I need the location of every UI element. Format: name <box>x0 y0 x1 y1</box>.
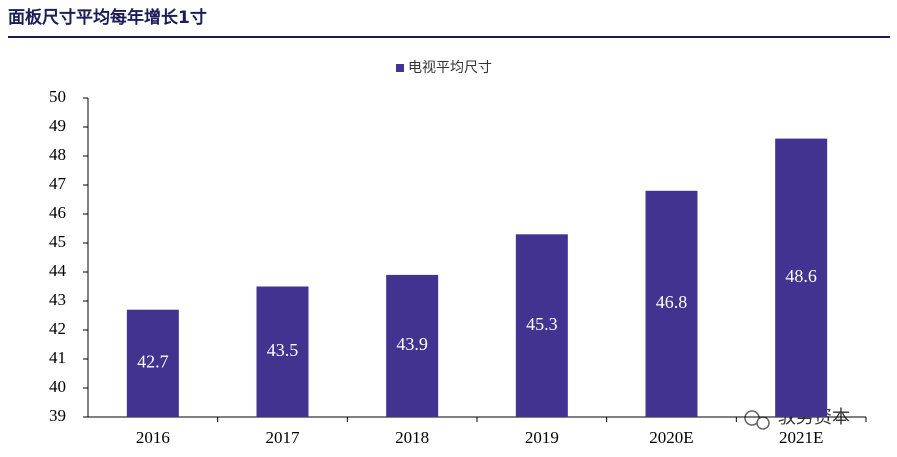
data-label: 46.8 <box>656 292 688 312</box>
y-tick-label: 40 <box>49 377 66 396</box>
y-tick-label: 48 <box>49 145 66 164</box>
y-tick-label: 46 <box>49 203 66 222</box>
y-tick-label: 43 <box>49 290 66 309</box>
y-tick-label: 42 <box>49 319 66 338</box>
y-tick-label: 45 <box>49 232 66 251</box>
x-tick-label: 2016 <box>136 428 170 447</box>
bar <box>256 286 309 417</box>
x-tick-label: 2019 <box>525 428 559 447</box>
y-tick-label: 39 <box>49 406 66 425</box>
x-tick-label: 2017 <box>266 428 301 447</box>
y-tick-label: 47 <box>49 174 67 193</box>
bar <box>515 234 568 417</box>
bar <box>645 190 698 417</box>
x-tick-label: 2021E <box>779 428 823 447</box>
legend-swatch <box>396 64 404 72</box>
data-label: 45.3 <box>526 314 558 334</box>
data-label: 43.9 <box>396 334 428 354</box>
y-tick-label: 44 <box>49 261 67 280</box>
legend-label: 电视平均尺寸 <box>408 60 492 76</box>
y-tick-label: 41 <box>49 348 66 367</box>
y-tick-label: 49 <box>49 116 66 135</box>
chart-title: 面板尺寸平均每年增长1寸 <box>8 7 207 28</box>
x-tick-label: 2020E <box>649 428 693 447</box>
bar <box>386 274 439 417</box>
y-tick-label: 50 <box>49 87 66 106</box>
data-label: 43.5 <box>267 340 299 360</box>
watermark-icon <box>756 416 770 430</box>
data-label: 48.6 <box>785 266 817 286</box>
bar <box>126 309 179 417</box>
x-tick-label: 2018 <box>395 428 429 447</box>
data-label: 42.7 <box>137 351 169 371</box>
bar <box>775 138 828 417</box>
